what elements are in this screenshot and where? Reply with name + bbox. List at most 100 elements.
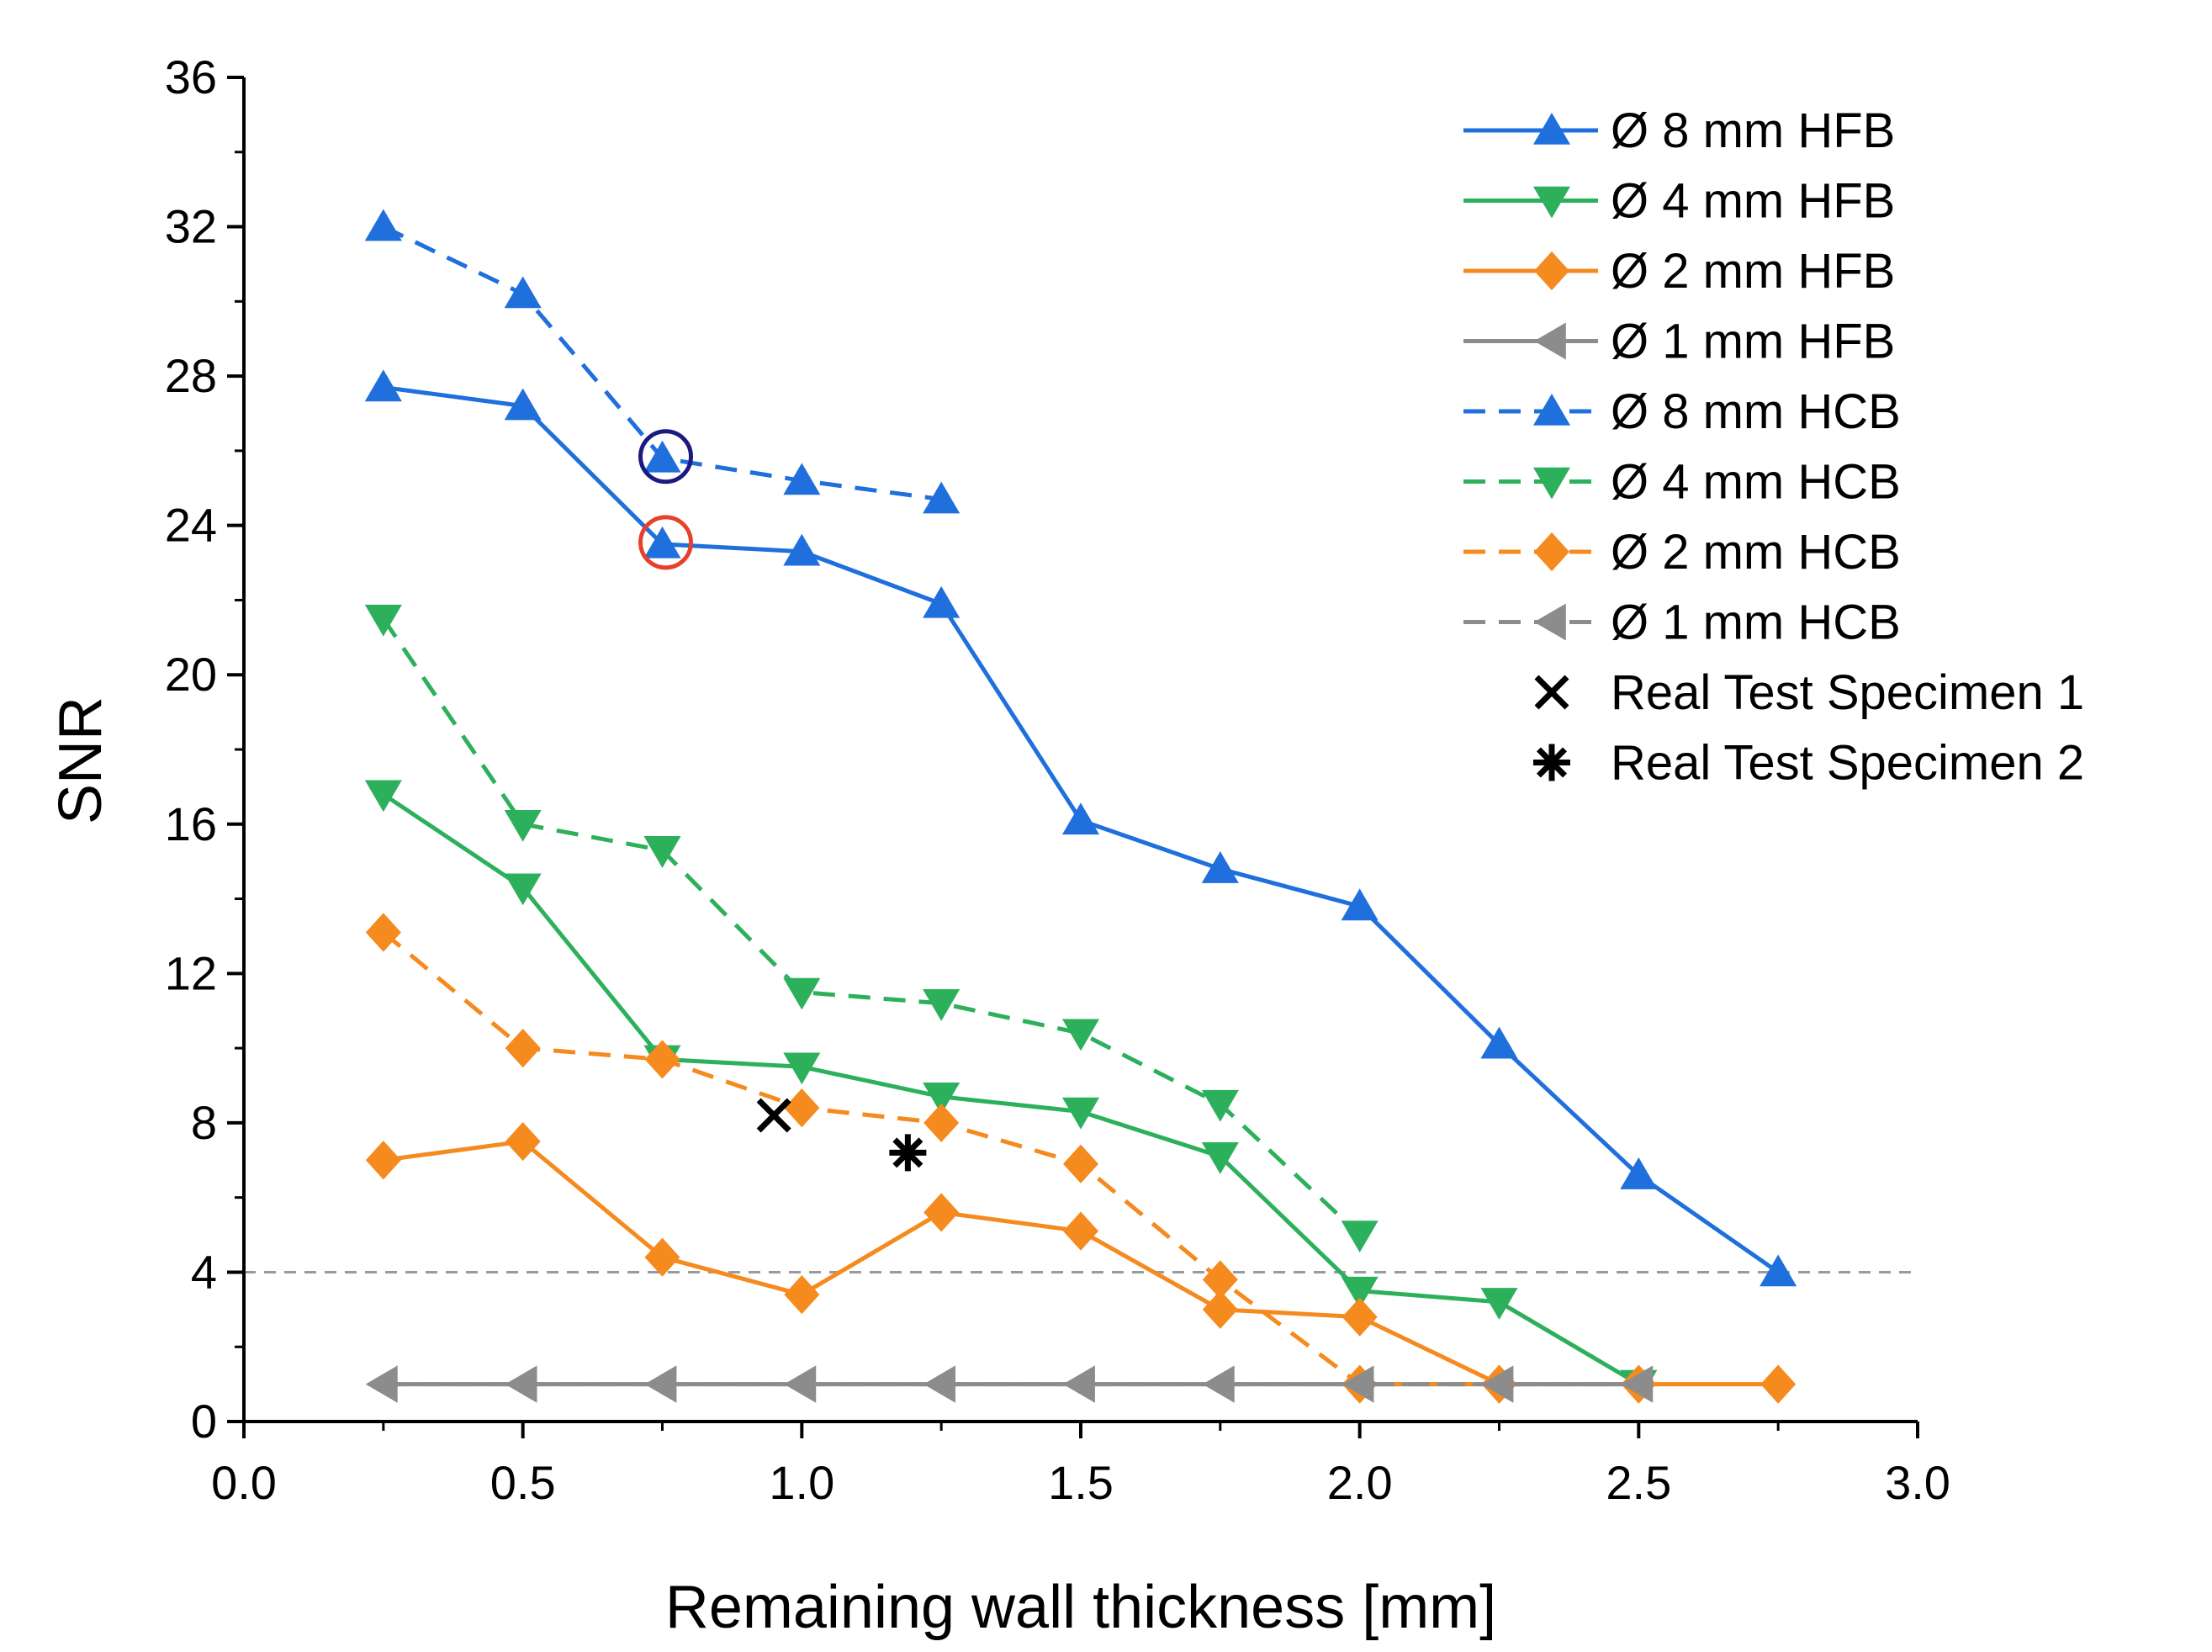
data-point — [644, 1040, 680, 1079]
legend-label: Real Test Specimen 2 — [1611, 736, 2084, 791]
data-point — [923, 1083, 960, 1115]
y-tick-label: 28 — [165, 349, 217, 402]
y-tick-label: 0 — [191, 1395, 217, 1448]
data-point — [784, 1274, 820, 1315]
legend-marker — [1534, 675, 1569, 710]
series--1-mm-hcb — [365, 1365, 1654, 1403]
data-point — [505, 1365, 537, 1403]
data-point — [505, 1121, 541, 1162]
legend-entry: Ø 1 mm HCB — [1463, 596, 1901, 650]
data-point — [504, 388, 542, 421]
legend-marker — [1534, 603, 1566, 641]
data-point — [364, 780, 402, 813]
data-point — [364, 369, 402, 402]
data-point — [1202, 1260, 1238, 1300]
data-point — [643, 526, 681, 559]
data-point — [784, 1365, 817, 1403]
data-point — [1063, 1365, 1095, 1403]
data-point — [643, 836, 681, 868]
data-point — [364, 604, 402, 637]
legend-marker — [1534, 532, 1569, 572]
data-point — [783, 977, 821, 1010]
data-point — [1480, 1288, 1518, 1320]
data-point — [923, 1103, 960, 1142]
legend-entry: Ø 2 mm HFB — [1463, 244, 1895, 299]
y-tick-label: 12 — [165, 946, 217, 999]
data-point — [1481, 1365, 1514, 1403]
data-point — [1202, 1289, 1238, 1329]
data-point — [1202, 1365, 1235, 1403]
specimen-point — [756, 1098, 791, 1133]
data-point — [643, 440, 681, 473]
data-point — [783, 463, 821, 495]
data-point — [504, 276, 542, 309]
y-tick-label: 8 — [191, 1096, 217, 1149]
legend-label: Ø 8 mm HFB — [1611, 103, 1895, 158]
legend-entry: Real Test Specimen 2 — [1533, 736, 2084, 791]
legend-marker — [1532, 186, 1571, 219]
data-point — [923, 585, 960, 618]
data-point — [1201, 1142, 1239, 1174]
data-point — [365, 913, 401, 952]
data-point — [784, 1088, 820, 1128]
x-tick-label: 2.5 — [1606, 1456, 1671, 1509]
data-point — [364, 209, 402, 241]
data-point — [1341, 1220, 1379, 1253]
data-point — [505, 1029, 541, 1068]
legend-marker — [1534, 322, 1566, 360]
x-tick-label: 0.0 — [211, 1456, 277, 1509]
series--2-mm-hfb — [365, 1121, 1797, 1404]
x-tick-label: 1.0 — [769, 1456, 834, 1509]
legend-entry: Ø 4 mm HCB — [1463, 455, 1901, 510]
data-point — [365, 1365, 398, 1403]
legend-marker — [1534, 251, 1569, 291]
data-point — [1760, 1254, 1797, 1287]
legend-label: Ø 8 mm HCB — [1611, 384, 1901, 439]
y-tick-label: 4 — [191, 1245, 217, 1298]
data-point — [1760, 1364, 1797, 1404]
highlight-circle — [638, 429, 693, 484]
data-point — [365, 1141, 401, 1180]
data-point — [783, 1052, 821, 1085]
legend-marker — [1532, 113, 1571, 145]
legend-marker — [1533, 744, 1570, 781]
data-point — [1201, 1089, 1239, 1122]
data-point — [1620, 1157, 1658, 1189]
data-point — [1061, 1019, 1100, 1051]
specimen-point — [889, 1134, 927, 1172]
data-point — [783, 533, 821, 566]
series--8-mm-hcb — [364, 209, 960, 514]
legend-marker — [1532, 394, 1571, 426]
legend-entry: Real Test Specimen 1 — [1534, 665, 2084, 720]
data-point — [644, 1365, 677, 1403]
data-point — [1341, 1276, 1379, 1309]
data-point — [1063, 1144, 1098, 1183]
data-point — [1621, 1365, 1654, 1403]
y-axis-title: SNR — [47, 696, 114, 824]
data-point — [644, 1237, 680, 1277]
data-point — [1341, 1297, 1378, 1337]
x-tick-label: 0.5 — [490, 1456, 556, 1509]
data-point — [504, 873, 542, 906]
data-point — [1061, 802, 1100, 835]
y-tick-label: 24 — [165, 499, 217, 552]
data-point — [1063, 1211, 1098, 1251]
data-point — [1061, 1097, 1100, 1130]
series-line — [382, 792, 1640, 1386]
x-tick-label: 2.0 — [1327, 1456, 1393, 1509]
series--8-mm-hfb — [364, 369, 1797, 1287]
x-tick-label: 1.5 — [1048, 1456, 1114, 1509]
x-tick-label: 3.0 — [1885, 1456, 1950, 1509]
data-point — [923, 1365, 955, 1403]
data-point — [504, 809, 542, 842]
legend-label: Real Test Specimen 1 — [1611, 665, 2084, 720]
data-point — [923, 481, 960, 514]
legend-label: Ø 1 mm HFB — [1611, 315, 1895, 369]
series-line — [381, 617, 1362, 1236]
legend-label: Ø 2 mm HFB — [1611, 244, 1895, 299]
y-tick-label: 20 — [165, 648, 217, 701]
legend-entry: Ø 4 mm HFB — [1463, 174, 1895, 229]
legend-entry: Ø 8 mm HCB — [1463, 384, 1901, 439]
data-point — [923, 989, 960, 1021]
